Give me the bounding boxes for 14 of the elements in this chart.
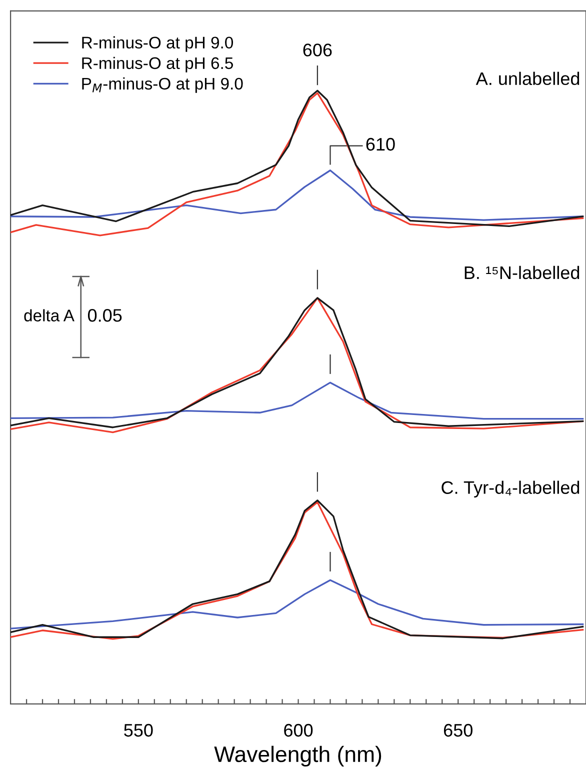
text: A. unlabelled (476, 72, 580, 86)
annotation: B. ¹⁵N-labelled (464, 266, 580, 280)
annotation: 610 (366, 138, 395, 151)
annotation: 0.05 (88, 309, 122, 322)
x-tick-label: 650 (444, 724, 472, 737)
annotation: C. Tyr-d₄-labelled (442, 480, 580, 498)
legend-label: R-minus-O at pH 9.0 (82, 36, 234, 52)
annotation: delta A (24, 309, 74, 322)
annotation: 606 (303, 44, 332, 56)
x-tick-label: 550 (124, 724, 153, 737)
x-axis-title: Wavelength (nm) (214, 746, 382, 767)
legend-label: R-minus-O at pH 6.5 (82, 56, 233, 72)
legend-label: P$_{M}$-minus-O at pH 9.0 (82, 77, 243, 93)
x-tick-label: 600 (284, 724, 313, 737)
